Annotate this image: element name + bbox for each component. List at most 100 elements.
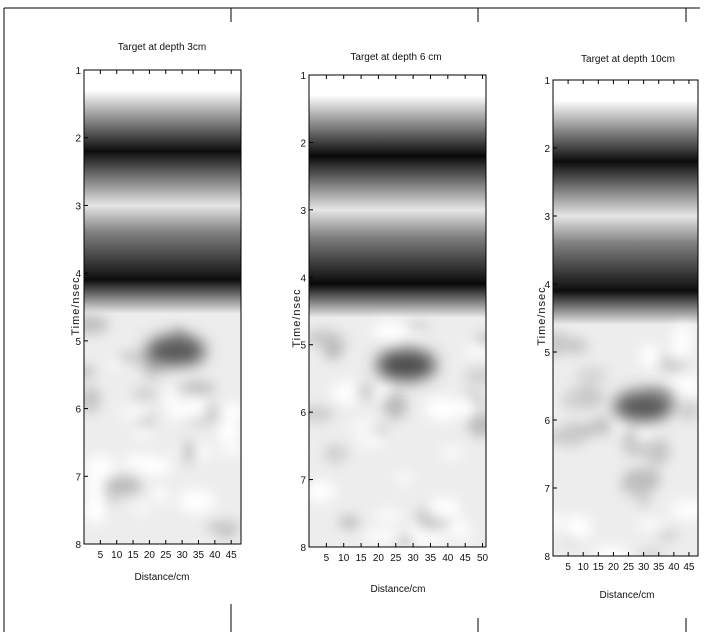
panel-3-ytick-label: 3: [544, 212, 550, 223]
panel-2-speckle: [406, 330, 427, 340]
panel-2-ytick-label: 5: [300, 341, 306, 352]
panel-2-xtick-label: 45: [460, 553, 472, 564]
panel-1-xlabel: Distance/cm: [134, 572, 189, 583]
panel-3-speckle: [576, 367, 608, 384]
panel-2-speckle: [427, 498, 463, 519]
panel-3-speckle: [668, 375, 698, 396]
panel-3-speckle: [655, 530, 679, 541]
panel-1-target: [145, 335, 206, 368]
panel-3-ytick-label: 5: [544, 348, 550, 359]
panel-3-ytick-label: 8: [544, 552, 550, 563]
panel-2-plot: [309, 75, 486, 547]
panel-1-xtick-label: 20: [144, 550, 156, 561]
panel-1-xtick-label: 35: [193, 550, 205, 561]
panel-1-speckle: [116, 351, 148, 364]
panel-3-xtick-label: 20: [608, 562, 620, 573]
panel-1-axes: [83, 69, 242, 545]
panel-1-speckle: [86, 472, 105, 501]
panel-1-speckle: [204, 520, 241, 532]
panel-2-ytick-label: 1: [300, 71, 306, 82]
panel-3-speckle: [610, 414, 628, 436]
panel-3-ylabel: Time/nsec: [536, 286, 548, 345]
panel-3-speckle: [677, 401, 698, 421]
panel-2-xtick-label: 15: [355, 553, 367, 564]
panel-3-xtick-label: 15: [593, 562, 605, 573]
panel-2-axes: [308, 74, 487, 548]
panel-3-xtick-label: 35: [653, 562, 665, 573]
panel-2-ylabel: Time/nsec: [291, 288, 303, 347]
panel-2-xtick-label: 25: [390, 553, 402, 564]
panel-2-xtick-label: 35: [425, 553, 437, 564]
panel-1-plot: [84, 70, 241, 544]
panel-1-texture: [84, 315, 241, 539]
panel-3-title: Target at depth 10cm: [581, 54, 675, 65]
panel-2-speckle: [323, 443, 348, 464]
panel-3-axes: [552, 79, 699, 557]
panel-1-ytick-label: 2: [75, 134, 81, 145]
panel-3-speckle: [637, 548, 665, 556]
panel-2-xtick-label: 10: [338, 553, 350, 564]
panel-2-ytick-label: 3: [300, 206, 306, 217]
panel-3-speckle: [553, 511, 562, 531]
panel-1-xtick-label: 45: [226, 550, 238, 561]
panel-1-ytick-label: 1: [75, 66, 81, 77]
panel-2-xtick-label: 50: [477, 553, 489, 564]
panel-1-speckle: [132, 385, 158, 402]
panel-2-xtick-label: 5: [324, 553, 330, 564]
panel-2-ytick-label: 6: [300, 408, 306, 419]
panel-2-speckle: [373, 510, 403, 521]
panel-2-target: [376, 348, 437, 381]
panel-1-speckle: [178, 489, 215, 514]
panel-2-speckle: [464, 343, 486, 357]
panel-3-speckle: [561, 390, 582, 411]
panel-2-xlabel: Distance/cm: [370, 584, 425, 595]
panel-3-xtick-label: 5: [565, 562, 571, 573]
panel-2-ytick-label: 7: [300, 476, 306, 487]
panel-2-xtick-label: 20: [373, 553, 385, 564]
panel-2-speckle: [323, 339, 343, 360]
panel-1-speckle: [162, 390, 179, 405]
panel-2-texture: [309, 322, 486, 547]
panel-1-xtick-label: 40: [209, 550, 221, 561]
panel-1-speckle: [216, 418, 238, 430]
panel-3-ytick-label: 7: [544, 484, 550, 495]
panel-2-speckle: [338, 516, 360, 529]
panel-3-xtick-label: 10: [578, 562, 590, 573]
panel-1-ytick-label: 4: [75, 269, 81, 280]
panel-3-ytick-label: 1: [544, 76, 550, 87]
panel-1-ytick-label: 5: [75, 337, 81, 348]
panel-3-speckle: [592, 546, 630, 556]
panel-3-xtick-label: 25: [623, 562, 635, 573]
panel-2-speckle: [309, 406, 334, 422]
panel-3-speckle: [558, 427, 585, 447]
panel-1-speckle: [153, 486, 168, 504]
panel-2-speckle: [439, 448, 464, 458]
panel-1-speckle: [135, 504, 149, 515]
panel-3-speckle: [670, 505, 698, 520]
panel-1-speckle: [182, 439, 196, 465]
panel-2-title: Target at depth 6 cm: [350, 52, 441, 63]
panel-1-speckle: [220, 447, 241, 456]
panel-1-speckle: [85, 455, 115, 480]
panel-1-speckle: [84, 497, 108, 523]
panel-2-speckle: [382, 391, 408, 420]
panel-1-xtick-label: 30: [177, 550, 189, 561]
panel-1-speckle: [179, 382, 216, 394]
panel-1-speckle: [183, 417, 215, 426]
panel-1-speckle: [132, 427, 152, 438]
panel-1-speckle: [84, 385, 101, 414]
panel-2-speckle: [371, 322, 410, 341]
panel-3-texture: [553, 324, 698, 556]
panel-2-ytick-label: 2: [300, 138, 306, 149]
panel-3-speckle: [623, 467, 661, 492]
panel-1-speckle: [84, 366, 95, 378]
panel-3-speckle: [670, 336, 690, 361]
panel-1-speckle: [103, 476, 142, 496]
panel-1-xtick-label: 15: [128, 550, 140, 561]
panel-1-xtick-label: 25: [160, 550, 172, 561]
panel-2-speckle: [463, 367, 486, 386]
panel-1-speckle: [136, 457, 173, 476]
